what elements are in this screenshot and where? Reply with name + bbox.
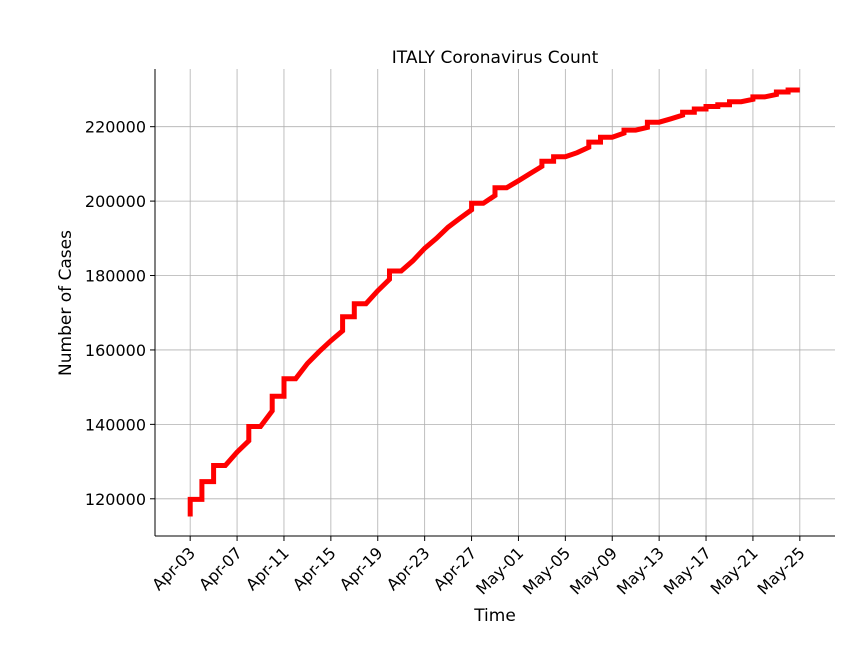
x-axis-label: Time	[473, 606, 516, 626]
y-tick-label: 140000	[85, 415, 146, 434]
x-tick-label: May-25	[754, 543, 809, 598]
x-tick-label: May-05	[519, 543, 574, 598]
grid	[155, 69, 835, 536]
x-tick-label: Apr-03	[148, 543, 199, 594]
x-tick-label: Apr-07	[195, 543, 246, 594]
x-tick-label: Apr-19	[336, 543, 387, 594]
chart-title: ITALY Coronavirus Count	[392, 48, 599, 68]
x-tick-label: May-09	[566, 543, 621, 598]
x-tick-label: Apr-11	[242, 543, 293, 594]
x-tick-label: Apr-23	[383, 543, 434, 594]
y-tick-label: 160000	[85, 341, 146, 360]
y-tick-label: 180000	[85, 267, 146, 286]
x-tick-label: May-21	[707, 543, 762, 598]
x-tick-label: May-17	[660, 543, 715, 598]
y-tick-label: 120000	[85, 490, 146, 509]
y-tick-label: 220000	[85, 118, 146, 137]
x-tick-label: Apr-15	[289, 543, 340, 594]
x-axis-ticks: Apr-03Apr-07Apr-11Apr-15Apr-19Apr-23Apr-…	[148, 536, 809, 599]
x-tick-label: May-01	[472, 543, 527, 598]
y-axis-ticks: 120000 140000 160000 180000 200000 220000	[85, 118, 155, 509]
series-line	[187, 87, 800, 517]
y-tick-label: 200000	[85, 192, 146, 211]
x-tick-label: May-13	[613, 543, 668, 598]
y-axis-label: Number of Cases	[56, 230, 76, 376]
